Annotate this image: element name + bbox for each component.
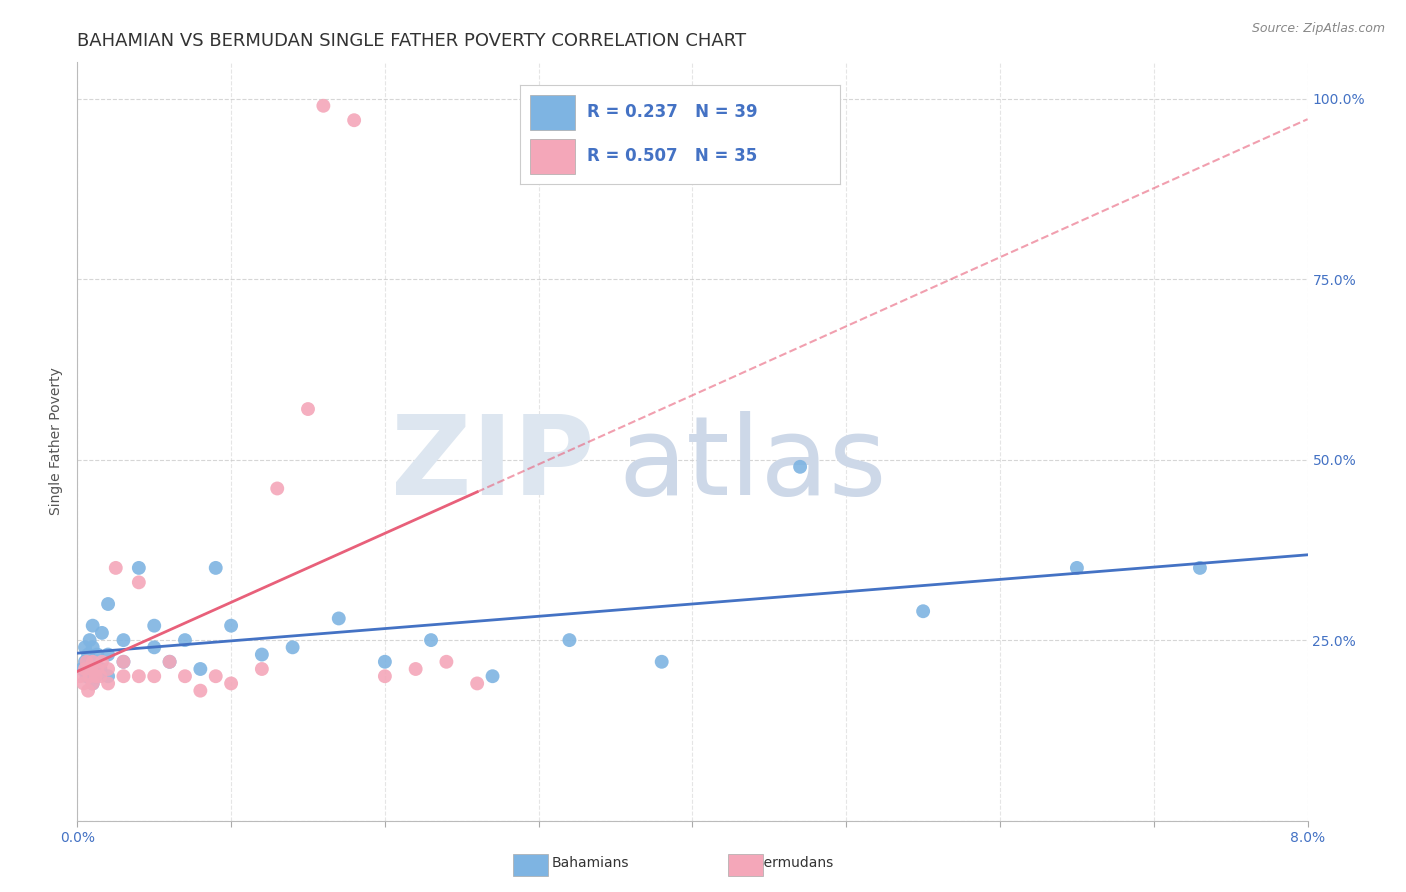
Point	[174, 633, 197, 648]
Point	[159, 655, 181, 669]
Point	[112, 633, 135, 648]
Point	[1188, 561, 1211, 575]
Text: atlas: atlas	[619, 411, 887, 517]
Point	[789, 459, 811, 474]
Point	[128, 575, 150, 590]
Point	[266, 482, 288, 496]
Point	[1066, 561, 1088, 575]
Point	[73, 655, 96, 669]
Point	[174, 669, 197, 683]
Point	[374, 655, 396, 669]
Y-axis label: Single Father Poverty: Single Father Poverty	[49, 368, 63, 516]
Point	[77, 648, 100, 662]
Point	[90, 655, 114, 669]
Text: Bermudans: Bermudans	[755, 856, 834, 871]
Point	[79, 669, 101, 683]
Point	[70, 662, 93, 676]
Text: Bahamians: Bahamians	[551, 856, 630, 871]
Point	[82, 618, 104, 632]
Point	[97, 648, 120, 662]
Point	[82, 655, 104, 669]
Point	[97, 662, 120, 676]
Point	[112, 669, 135, 683]
Point	[219, 676, 242, 690]
Point	[204, 669, 226, 683]
Point	[312, 99, 335, 113]
Point	[104, 561, 127, 575]
Point	[82, 676, 104, 690]
Point	[84, 669, 107, 683]
Point	[204, 561, 226, 575]
Point	[188, 683, 212, 698]
Point	[86, 648, 108, 662]
Point	[82, 640, 104, 655]
Point	[481, 669, 503, 683]
Point	[84, 669, 107, 683]
Text: BAHAMIAN VS BERMUDAN SINGLE FATHER POVERTY CORRELATION CHART: BAHAMIAN VS BERMUDAN SINGLE FATHER POVER…	[77, 32, 747, 50]
Point	[188, 662, 212, 676]
Point	[250, 648, 273, 662]
Point	[97, 669, 120, 683]
Point	[343, 113, 366, 128]
Point	[436, 655, 458, 669]
Point	[89, 669, 111, 683]
Point	[328, 611, 350, 625]
Point	[128, 561, 150, 575]
Point	[250, 662, 273, 676]
Text: ZIP: ZIP	[391, 411, 595, 517]
Point	[112, 655, 135, 669]
Point	[465, 676, 488, 690]
Point	[143, 669, 166, 683]
Point	[90, 626, 114, 640]
Point	[420, 633, 443, 648]
Point	[82, 655, 104, 669]
Point	[82, 676, 104, 690]
Point	[69, 669, 91, 683]
Point	[86, 662, 108, 676]
Point	[281, 640, 304, 655]
Point	[143, 618, 166, 632]
Point	[219, 618, 242, 632]
Point	[79, 633, 101, 648]
Point	[159, 655, 181, 669]
Point	[558, 633, 581, 648]
Point	[297, 402, 319, 417]
Point	[651, 655, 673, 669]
Point	[73, 662, 96, 676]
Point	[97, 597, 120, 611]
Point	[405, 662, 427, 676]
Point	[97, 676, 120, 690]
Point	[89, 662, 111, 676]
Point	[72, 676, 94, 690]
Point	[77, 683, 100, 698]
Point	[73, 640, 96, 655]
Point	[112, 655, 135, 669]
Point	[374, 669, 396, 683]
Point	[912, 604, 935, 618]
Text: Source: ZipAtlas.com: Source: ZipAtlas.com	[1251, 22, 1385, 36]
Point	[128, 669, 150, 683]
Point	[143, 640, 166, 655]
Point	[76, 669, 98, 683]
Point	[76, 655, 98, 669]
Point	[80, 662, 103, 676]
